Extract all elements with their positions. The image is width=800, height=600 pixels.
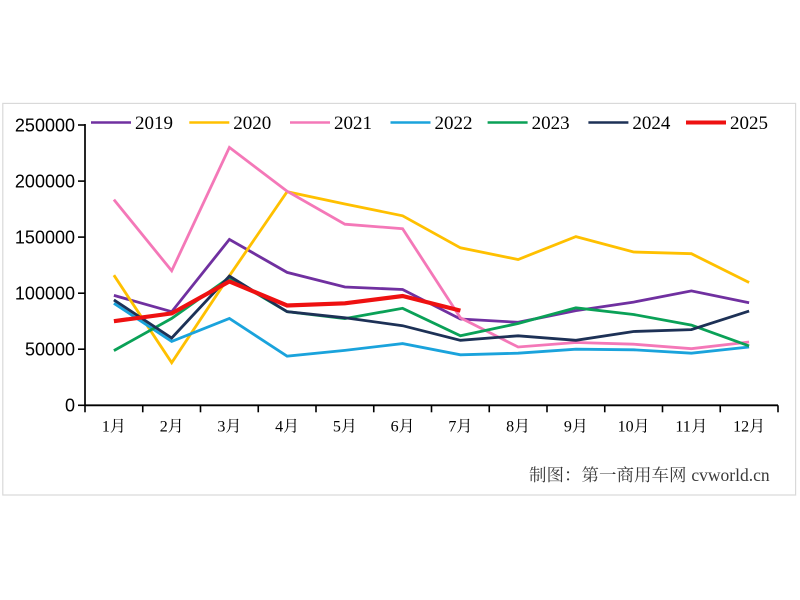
svg-text:5: 5: [333, 419, 341, 436]
svg-text:2020: 2020: [233, 113, 271, 134]
svg-text:100000: 100000: [15, 284, 75, 304]
svg-text:11: 11: [675, 419, 690, 436]
svg-text:200000: 200000: [15, 171, 75, 191]
svg-text:1: 1: [102, 419, 110, 436]
svg-text:10: 10: [618, 419, 634, 436]
svg-text:150000: 150000: [15, 227, 75, 247]
svg-text:8: 8: [506, 419, 514, 436]
svg-text:250000: 250000: [15, 115, 75, 135]
svg-text:2025: 2025: [730, 113, 768, 134]
svg-text:6: 6: [391, 419, 399, 436]
svg-text:0: 0: [65, 396, 75, 416]
svg-text:7: 7: [448, 419, 456, 436]
svg-text:cvworld.cn: cvworld.cn: [691, 465, 769, 485]
svg-text:2023: 2023: [532, 113, 570, 134]
svg-text:2019: 2019: [135, 113, 173, 134]
svg-text:12: 12: [733, 419, 749, 436]
svg-text:9: 9: [564, 419, 572, 436]
svg-text:2024: 2024: [632, 113, 671, 134]
svg-text:2022: 2022: [435, 113, 473, 134]
svg-text:2: 2: [160, 419, 168, 436]
svg-text:3: 3: [217, 419, 225, 436]
svg-text:2021: 2021: [334, 113, 372, 134]
svg-text:50000: 50000: [25, 340, 75, 360]
svg-text:4: 4: [275, 419, 283, 436]
